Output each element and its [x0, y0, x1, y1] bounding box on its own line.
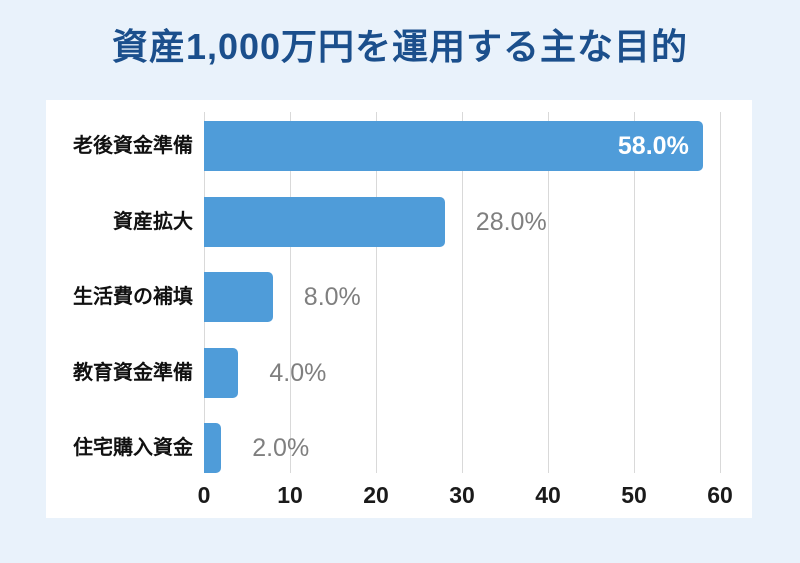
gridline — [720, 112, 721, 473]
gridline — [634, 112, 635, 473]
gridline — [462, 112, 463, 473]
bar — [204, 272, 273, 322]
category-label: 生活費の補填 — [73, 286, 193, 308]
bar — [204, 196, 445, 247]
x-axis-tick-label: 0 — [197, 482, 211, 508]
x-axis-tick-label: 50 — [621, 482, 647, 508]
category-label: 老後資金準備 — [73, 135, 193, 157]
value-label: 28.0% — [475, 207, 547, 236]
gridline — [548, 112, 549, 473]
value-label: 8.0% — [303, 283, 361, 311]
value-label: 4.0% — [269, 358, 327, 387]
category-label: 住宅購入資金 — [73, 437, 193, 459]
category-label: 資産拡大 — [113, 210, 193, 233]
gridline — [376, 112, 377, 473]
x-axis-tick-label: 40 — [535, 482, 561, 508]
x-axis-tick-label: 20 — [363, 482, 389, 508]
x-axis-tick-label: 60 — [707, 482, 733, 508]
x-axis-tick-label: 10 — [277, 482, 303, 508]
chart-card: 0 10 20 30 40 50 60 老後資金準備 58.0% 資産拡大 28.0% 生活費の補填 8… — [46, 100, 752, 518]
x-axis-tick-label: 30 — [449, 482, 475, 508]
bar — [204, 423, 222, 473]
value-label: 2.0% — [252, 434, 310, 462]
gridline — [290, 112, 291, 473]
category-label: 教育資金準備 — [73, 361, 193, 384]
bar — [204, 347, 239, 398]
page-title: 資産1,000万円を運用する主な目的 — [111, 26, 689, 67]
bar — [204, 121, 703, 171]
value-label: 58.0% — [617, 132, 689, 160]
